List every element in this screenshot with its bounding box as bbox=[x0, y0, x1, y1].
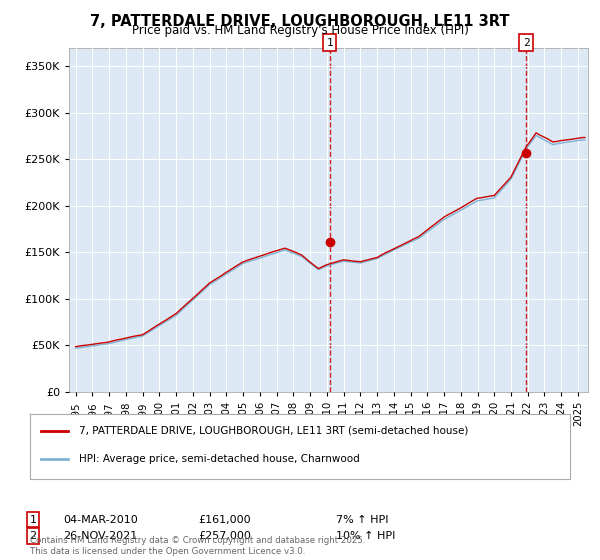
Text: 7, PATTERDALE DRIVE, LOUGHBOROUGH, LE11 3RT: 7, PATTERDALE DRIVE, LOUGHBOROUGH, LE11 … bbox=[90, 14, 510, 29]
Text: 7, PATTERDALE DRIVE, LOUGHBOROUGH, LE11 3RT (semi-detached house): 7, PATTERDALE DRIVE, LOUGHBOROUGH, LE11 … bbox=[79, 426, 468, 436]
Text: Contains HM Land Registry data © Crown copyright and database right 2025.
This d: Contains HM Land Registry data © Crown c… bbox=[30, 536, 365, 556]
Text: HPI: Average price, semi-detached house, Charnwood: HPI: Average price, semi-detached house,… bbox=[79, 455, 359, 464]
Text: 1: 1 bbox=[29, 515, 37, 525]
Text: 10% ↑ HPI: 10% ↑ HPI bbox=[336, 531, 395, 541]
Text: 7% ↑ HPI: 7% ↑ HPI bbox=[336, 515, 389, 525]
Text: 2: 2 bbox=[523, 38, 529, 48]
Text: 1: 1 bbox=[326, 38, 333, 48]
Text: Price paid vs. HM Land Registry's House Price Index (HPI): Price paid vs. HM Land Registry's House … bbox=[131, 24, 469, 37]
Text: £257,000: £257,000 bbox=[198, 531, 251, 541]
Text: 04-MAR-2010: 04-MAR-2010 bbox=[63, 515, 138, 525]
Text: 26-NOV-2021: 26-NOV-2021 bbox=[63, 531, 137, 541]
Text: £161,000: £161,000 bbox=[198, 515, 251, 525]
Text: 2: 2 bbox=[29, 531, 37, 541]
